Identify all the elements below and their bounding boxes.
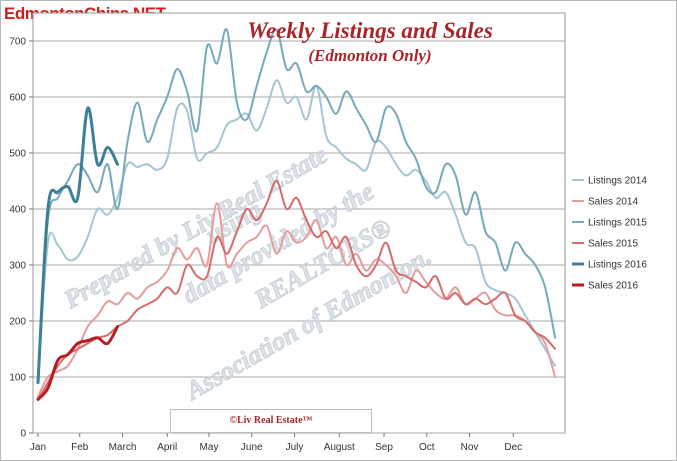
- x-tick-label-5: June: [241, 442, 263, 453]
- x-tick-label-0: Jan: [30, 442, 46, 453]
- x-tick-label-11: Dec: [504, 442, 522, 453]
- series-lines: [36, 28, 557, 401]
- series-line-0: [37, 79, 557, 384]
- y-tick-label-400: 400: [9, 205, 26, 216]
- chart-subtitle: (Edmonton Only): [308, 46, 432, 65]
- x-tick-label-7: August: [324, 442, 355, 453]
- x-tick-label-10: Nov: [461, 442, 479, 453]
- series-line-5: [36, 325, 119, 401]
- chart-title: Weekly Listings and Sales: [247, 18, 493, 43]
- series-line-2: [37, 28, 557, 378]
- x-tick-label-3: April: [157, 442, 177, 453]
- grid-lines: [33, 40, 565, 434]
- plot-area: [32, 12, 566, 434]
- y-tick-label-700: 700: [9, 37, 26, 48]
- y-axis-ticks: 0 100 200 300 400 500 600 700: [9, 37, 33, 440]
- y-tick-label-200: 200: [9, 317, 26, 328]
- y-tick-label-0: 0: [20, 429, 26, 440]
- copyright-label: ©Liv Real Estate™: [170, 409, 372, 433]
- legend-label-0: Listings 2014: [588, 176, 647, 187]
- y-tick-label-100: 100: [9, 373, 26, 384]
- legend-label-1: Sales 2014: [588, 197, 638, 208]
- x-tick-label-8: Sep: [375, 442, 393, 453]
- legend-label-4: Listings 2016: [588, 260, 647, 271]
- legend: Listings 2014 Sales 2014 Listings 2015 Sale…: [572, 176, 647, 292]
- y-tick-label-500: 500: [9, 149, 26, 160]
- y-tick-label-600: 600: [9, 93, 26, 104]
- series-line-4: [36, 106, 119, 385]
- legend-label-2: Listings 2015: [588, 218, 647, 229]
- x-tick-label-6: July: [286, 442, 304, 453]
- y-tick-label-300: 300: [9, 261, 26, 272]
- legend-label-3: Sales 2015: [588, 239, 638, 250]
- series-line-3: [37, 180, 557, 401]
- x-axis-ticks: Jan Feb March April May June July August Sep Oct N…: [30, 433, 522, 453]
- x-tick-label-1: Feb: [71, 442, 89, 453]
- x-tick-label-4: May: [200, 442, 219, 453]
- legend-label-5: Sales 2016: [588, 281, 638, 292]
- x-tick-label-2: March: [109, 442, 137, 453]
- x-tick-label-9: Oct: [419, 442, 435, 453]
